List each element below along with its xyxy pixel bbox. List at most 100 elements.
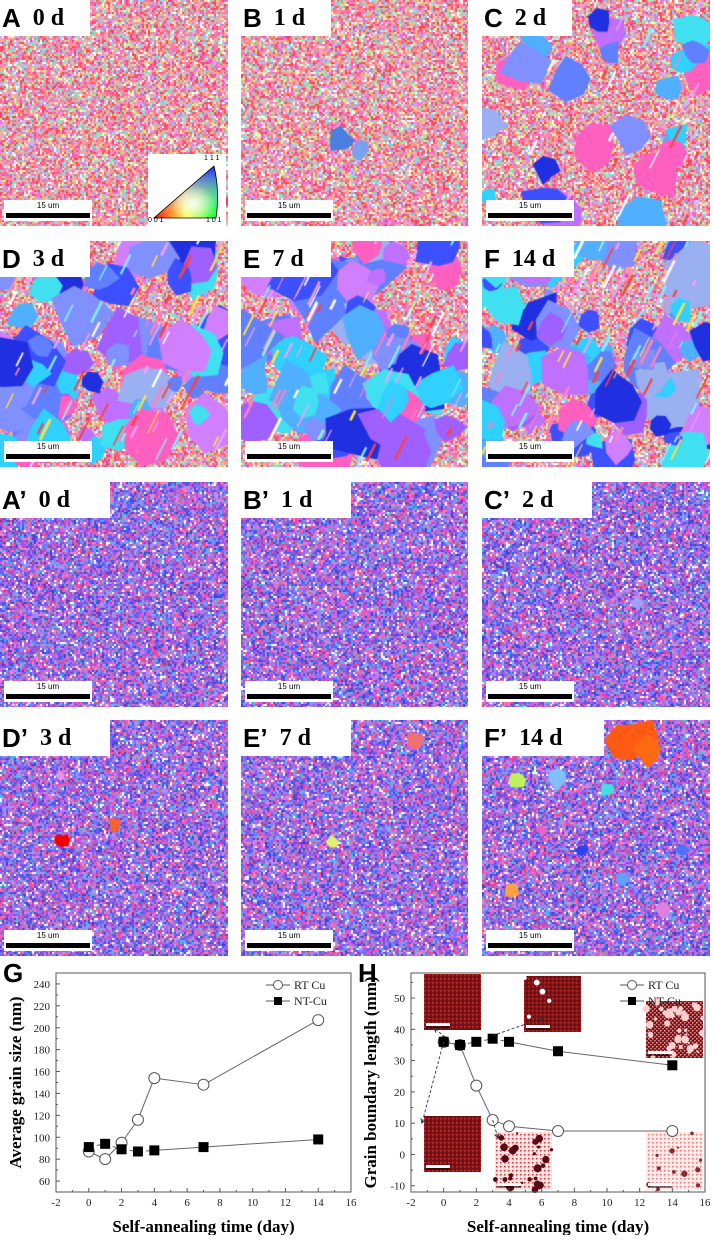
scale-bar-line [6, 694, 90, 699]
data-point [197, 1078, 210, 1091]
scale-bar-line [247, 694, 331, 699]
scale-bar: 15 um [245, 200, 333, 221]
ipf-label-101: 1 0 1 [206, 217, 222, 224]
ipf-label-001: 0 0 1 [148, 217, 164, 224]
panel-label: B’ 1 d [241, 482, 351, 518]
ebsd-orientation-map [482, 241, 710, 467]
inset-grain-boundary-map [424, 1116, 481, 1172]
data-point [504, 1036, 514, 1047]
scale-bar-line [247, 454, 331, 459]
panel-day: 1 d [273, 4, 306, 31]
ipf-label-111: 1 1 1 [204, 155, 220, 162]
panel-day: 2 d [514, 4, 547, 31]
ipf-triangle-icon [152, 165, 218, 219]
y-tick-label: 220 [34, 1001, 51, 1013]
chart-g-average-grain-size: G -2 0 2 4 6 8 10 12 14 16 60 80 100 120 140 160 180 200 2… [0, 958, 357, 1236]
y-tick-label: 10 [394, 1118, 406, 1130]
chart-legend: RT Cu NT-Cu [620, 978, 681, 1008]
panel-day: 0 d [38, 486, 70, 513]
x-tick-label: 4 [506, 1197, 512, 1209]
scale-bar-label: 15 um [518, 931, 542, 940]
panel-day: 1 d [281, 486, 313, 513]
panel-day: 3 d [40, 724, 72, 751]
panel-letter: C [484, 2, 503, 33]
ebsd-panel-f: F 14 d 15 um [482, 241, 710, 467]
ebsd-panel-c2: C’ 2 d 15 um [482, 482, 710, 707]
x-tick-label: 16 [346, 1197, 357, 1209]
data-point [470, 1079, 483, 1092]
ebsd-orientation-map [482, 720, 710, 956]
panel-label: B 1 d [241, 0, 331, 36]
chart-g-plot: -2 0 2 4 6 8 10 12 14 16 60 80 100 120 140 160 180 200 220… [6, 972, 357, 1236]
data-point [487, 1033, 498, 1044]
ebsd-orientation-map [241, 720, 468, 956]
y-tick-label: 80 [39, 1154, 51, 1166]
data-point [131, 1113, 144, 1126]
scale-bar-line [6, 454, 90, 459]
ebsd-panel-a2: A’ 0 d 15 um [0, 482, 228, 707]
scale-bar-line [6, 213, 90, 218]
panel-letter: F’ [484, 722, 508, 753]
chart-h-plot: -2 0 2 4 6 8 10 12 14 16 -10 0 10 20 30 40 50 Self-anneal… [361, 972, 711, 1236]
scale-bar-label: 15 um [277, 682, 301, 691]
scale-bar-label: 15 um [36, 682, 60, 691]
panel-letter: C’ [484, 484, 510, 515]
y-tick-label: 20 [394, 1087, 406, 1099]
ebsd-panel-b: B 1 d 15 um [241, 0, 468, 226]
chart-g-panel-label: G [3, 958, 24, 988]
scale-bar: 15 um [4, 930, 92, 951]
ebsd-orientation-map [241, 0, 468, 226]
ebsd-orientation-map [482, 482, 710, 707]
scale-bar: 15 um [245, 441, 333, 462]
data-point [198, 1142, 209, 1153]
y-tick-label: 50 [394, 993, 406, 1005]
panel-label: A 0 d [0, 0, 90, 36]
scale-bar-line [6, 943, 90, 948]
data-point [148, 1072, 161, 1085]
panel-day: 3 d [32, 245, 65, 272]
y-tick-label: -10 [390, 1181, 405, 1193]
x-axis-label: Self-annealing time (day) [467, 1217, 649, 1235]
data-point [666, 1124, 679, 1137]
ebsd-orientation-map [241, 241, 468, 467]
ebsd-orientation-map [0, 482, 228, 707]
scale-bar-label: 15 um [277, 201, 301, 210]
ebsd-panel-a: A 0 d 15 um 1 1 1 [0, 0, 228, 226]
scale-bar: 15 um [486, 441, 574, 462]
x-tick-label: 14 [313, 1197, 325, 1209]
x-tick-label: -2 [51, 1197, 60, 1209]
chart-h-panel-label: H [358, 958, 377, 988]
data-point [313, 1134, 324, 1145]
y-tick-label: 240 [34, 979, 51, 991]
panel-day: 0 d [32, 4, 65, 31]
x-tick-label: 12 [634, 1197, 645, 1209]
panel-day: 14 d [511, 245, 556, 272]
panel-day: 7 d [279, 724, 311, 751]
panel-label: A’ 0 d [0, 482, 110, 518]
data-point [552, 1124, 564, 1137]
ebsd-panel-b2: B’ 1 d 15 um [241, 482, 468, 707]
chart-legend: RT Cu NT-Cu [266, 978, 327, 1008]
x-tick-label: 0 [86, 1197, 92, 1209]
ebsd-panel-c: C 2 d 15 um [482, 0, 710, 226]
scale-bar-label: 15 um [518, 201, 542, 210]
ipf-color-key: 1 1 1 0 0 1 1 0 1 [148, 154, 226, 226]
scale-bar: 15 um [4, 441, 92, 462]
scale-bar-label: 15 um [518, 442, 542, 451]
data-point [83, 1142, 94, 1153]
x-tick-label: 8 [572, 1197, 578, 1209]
data-point [99, 1153, 112, 1166]
panel-label: F 14 d [482, 241, 574, 277]
ebsd-panel-e2: E’ 7 d 15 um [241, 720, 468, 956]
legend-entry: RT Cu [294, 978, 325, 992]
scale-bar: 15 um [486, 681, 574, 702]
scale-bar-label: 15 um [277, 442, 301, 451]
y-tick-label: 200 [34, 1023, 51, 1035]
panel-day: 7 d [272, 245, 304, 272]
y-axis-label: Average grain size (nm) [6, 997, 25, 1169]
panel-label: C’ 2 d [482, 482, 592, 518]
ebsd-orientation-map [0, 720, 228, 956]
ebsd-panel-d2: D’ 3 d 15 um [0, 720, 228, 956]
scale-bar: 15 um [245, 681, 333, 702]
scale-bar: 15 um [486, 930, 574, 951]
